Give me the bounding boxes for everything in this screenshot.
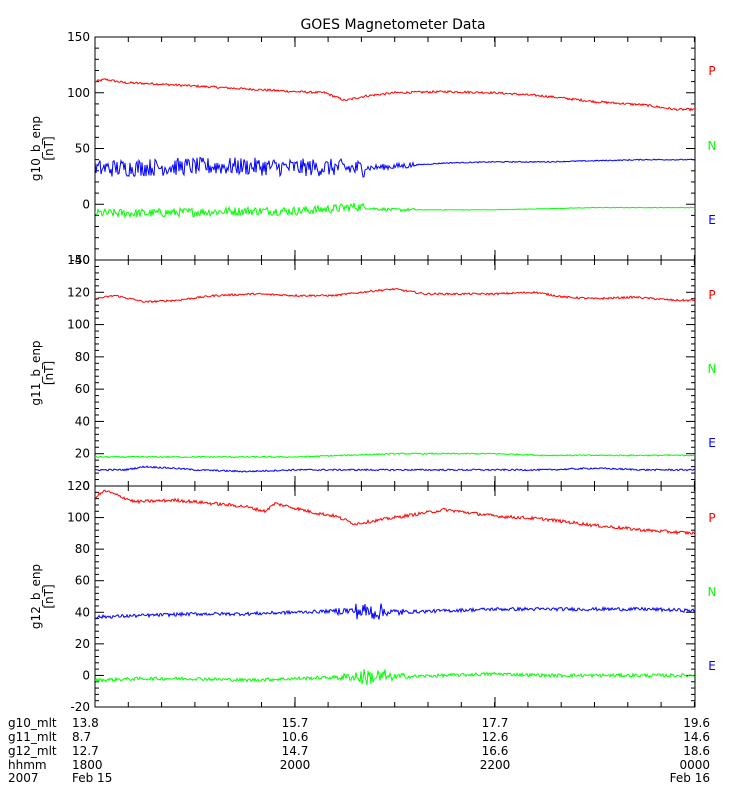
panel-2: 0 20 40 60 80 100 120 140 g11_b_enp [nT] P N E bbox=[29, 253, 716, 493]
y-tick-label: 20 bbox=[75, 637, 90, 651]
footer-value: 1800 bbox=[72, 758, 103, 772]
y-tick-label: -20 bbox=[70, 700, 90, 714]
series-line-e bbox=[95, 465, 695, 473]
series-group bbox=[95, 489, 695, 686]
footer-value: 12.6 bbox=[482, 730, 509, 744]
series-line-p bbox=[95, 78, 695, 112]
footer-value: 17.7 bbox=[482, 716, 509, 730]
y-tick-label: 60 bbox=[75, 382, 90, 396]
y-tick-label: 50 bbox=[75, 142, 90, 156]
panel-frame bbox=[94, 485, 696, 708]
y-tick-label: 80 bbox=[75, 542, 90, 556]
series-line-n bbox=[95, 452, 695, 459]
series-group bbox=[95, 287, 695, 473]
y-tick-label: 120 bbox=[67, 479, 90, 493]
series-line-p bbox=[95, 489, 695, 536]
footer-value: 2200 bbox=[480, 758, 511, 772]
y-axis-unit: [nT] bbox=[42, 584, 56, 608]
series-line-n bbox=[95, 202, 695, 219]
footer-row-label: g10_mlt bbox=[8, 716, 57, 730]
footer-value: 14.7 bbox=[282, 744, 309, 758]
series-group bbox=[95, 78, 695, 219]
y-tick-label: 100 bbox=[67, 86, 90, 100]
y-tick-label: 150 bbox=[67, 30, 90, 44]
footer-value: 2000 bbox=[280, 758, 311, 772]
y-tick-label: 0 bbox=[82, 479, 90, 493]
y-tick-label: 40 bbox=[75, 414, 90, 428]
legend-label-p: P bbox=[708, 288, 715, 302]
legend-label-n: N bbox=[708, 139, 717, 153]
legend-label-e: E bbox=[708, 213, 716, 227]
legend-label-p: P bbox=[708, 64, 715, 78]
y-tick-label: 60 bbox=[75, 574, 90, 588]
footer-value: 15.7 bbox=[282, 716, 309, 730]
y-tick-label: -50 bbox=[70, 253, 90, 267]
footer-value: 16.6 bbox=[482, 744, 509, 758]
panel-frame bbox=[94, 36, 696, 261]
series-line-e bbox=[95, 603, 695, 620]
panel-3: -20 0 20 40 60 80 100 120 g12_b_enp [nT] P N E bbox=[29, 479, 716, 714]
footer-value: 0000 bbox=[679, 758, 710, 772]
footer-row-label: g12_mlt bbox=[8, 744, 57, 758]
legend-label-p: P bbox=[708, 511, 715, 525]
series-line-p bbox=[95, 287, 695, 304]
y-tick-label: 0 bbox=[82, 668, 90, 682]
footer-value: 19.6 bbox=[683, 716, 710, 730]
footer-value: Feb 15 bbox=[72, 771, 112, 785]
y-tick-label: 100 bbox=[67, 511, 90, 525]
legend-label-e: E bbox=[708, 436, 716, 450]
footer-row-label: 2007 bbox=[8, 771, 39, 785]
footer-value: 12.7 bbox=[72, 744, 99, 758]
y-tick-label: 40 bbox=[75, 605, 90, 619]
series-line-e bbox=[95, 156, 695, 178]
footer-value: 18.6 bbox=[683, 744, 710, 758]
panel-frame bbox=[94, 259, 696, 487]
y-axis-label: g12_b_enp bbox=[29, 564, 43, 629]
footer-value: Feb 16 bbox=[670, 771, 710, 785]
footer-row-label: hhmm bbox=[8, 758, 47, 772]
y-tick-label: 140 bbox=[67, 253, 90, 267]
y-tick-label: 120 bbox=[67, 285, 90, 299]
series-line-n bbox=[95, 669, 695, 686]
y-axis-label: g11_b_enp bbox=[29, 340, 43, 405]
y-axis-unit: [nT] bbox=[42, 361, 56, 385]
y-tick-label: 80 bbox=[75, 350, 90, 364]
footer-value: 13.8 bbox=[72, 716, 99, 730]
legend-label-n: N bbox=[708, 585, 717, 599]
panel-1: -50 0 50 100 150 g10_b_enp [nT] P N E bbox=[29, 30, 716, 267]
footer-time-axis: g10_mlt 13.8 15.7 17.7 19.6 g11_mlt 8.7 10.6 12.… bbox=[8, 716, 710, 785]
y-tick-label: 20 bbox=[75, 447, 90, 461]
footer-row-label: g11_mlt bbox=[8, 730, 57, 744]
y-tick-label: 0 bbox=[82, 197, 90, 211]
legend-label-e: E bbox=[708, 659, 716, 673]
chart-title: GOES Magnetometer Data bbox=[300, 17, 485, 33]
footer-value: 14.6 bbox=[683, 730, 710, 744]
legend-label-n: N bbox=[708, 362, 717, 376]
y-axis-label: g10_b_enp bbox=[29, 116, 43, 181]
footer-value: 8.7 bbox=[72, 730, 91, 744]
footer-value: 10.6 bbox=[282, 730, 309, 744]
y-tick-label: 100 bbox=[67, 318, 90, 332]
y-axis-unit: [nT] bbox=[42, 136, 56, 160]
